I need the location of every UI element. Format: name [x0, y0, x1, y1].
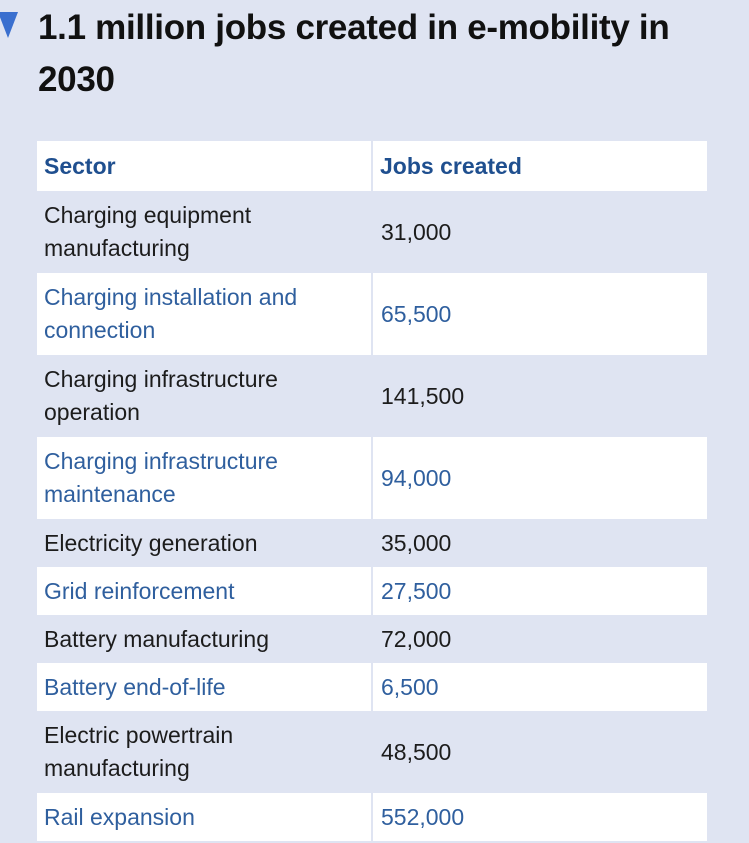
table-row: Grid reinforcement 27,500 — [37, 567, 707, 615]
table-row: Charging installation and connection 65,… — [37, 273, 707, 355]
sector-cell: Charging equipment manufacturing — [37, 191, 373, 273]
table-row: Electricity generation 35,000 — [37, 519, 707, 567]
jobs-cell: 65,500 — [381, 300, 452, 327]
sector-cell: Charging installation and connection — [37, 273, 373, 355]
heading-marker-icon — [0, 12, 18, 38]
jobs-cell: 48,500 — [381, 738, 452, 765]
table-row: Charging infrastructure maintenance 94,0… — [37, 437, 707, 519]
sector-cell: Grid reinforcement — [37, 567, 373, 615]
table-row: Battery manufacturing 72,000 — [37, 615, 707, 663]
sector-cell: Charging infrastructure maintenance — [37, 437, 373, 519]
jobs-cell: 141,500 — [381, 382, 465, 409]
jobs-cell: 72,000 — [381, 625, 452, 652]
sector-cell: Electric powertrain manufacturing — [37, 711, 373, 793]
table-row: Battery end-of-life 6,500 — [37, 663, 707, 711]
sector-cell: Battery manufacturing — [37, 615, 373, 663]
jobs-cell: 27,500 — [381, 577, 452, 604]
table-row: Electric powertrain manufacturing 48,500 — [37, 711, 707, 793]
sector-cell: Battery end-of-life — [37, 663, 373, 711]
sector-cell: Rail expansion — [37, 793, 373, 841]
jobs-cell: 552,000 — [381, 803, 465, 830]
jobs-cell: 94,000 — [381, 464, 452, 491]
sector-cell: Electricity generation — [37, 519, 373, 567]
column-header-sector: Sector — [37, 141, 373, 191]
jobs-table: Sector Jobs created Charging equipment m… — [37, 141, 707, 841]
table-row: Rail expansion 552,000 — [37, 793, 707, 841]
table-header-row: Sector Jobs created — [37, 141, 707, 191]
jobs-cell: 31,000 — [381, 218, 452, 245]
column-header-jobs: Jobs created — [380, 152, 522, 179]
page-title: 1.1 million jobs created in e-mobility i… — [38, 8, 670, 99]
table-row: Charging equipment manufacturing 31,000 — [37, 191, 707, 273]
table-row: Charging infrastructure operation 141,50… — [37, 355, 707, 437]
jobs-cell: 6,500 — [381, 673, 439, 700]
jobs-cell: 35,000 — [381, 529, 452, 556]
sector-cell: Charging infrastructure operation — [37, 355, 373, 437]
